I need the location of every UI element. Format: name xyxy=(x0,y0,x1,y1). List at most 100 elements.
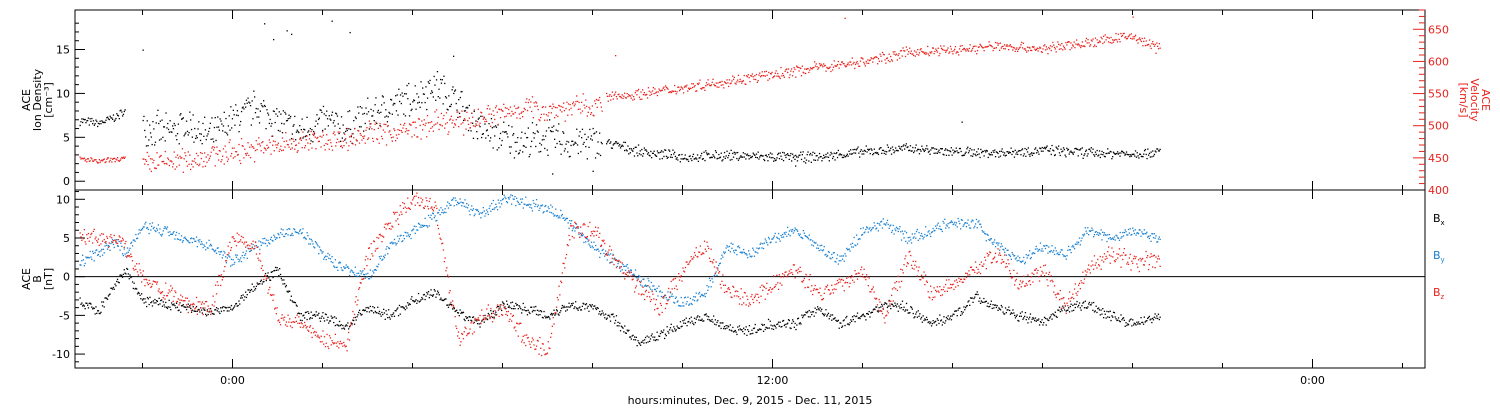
bx-points-point xyxy=(398,304,401,307)
velocity-points-point xyxy=(1015,48,1017,50)
by-points-point xyxy=(794,227,796,229)
velocity-points-point xyxy=(339,131,341,133)
bx-points-point xyxy=(319,320,322,322)
density-points-point xyxy=(755,153,758,155)
velocity-points-point xyxy=(861,57,863,59)
velocity-points-point xyxy=(1094,37,1097,39)
velocity-points-point xyxy=(803,72,805,74)
velocity-points-point xyxy=(444,123,447,125)
bx-points-point xyxy=(862,313,864,315)
bx-points-point xyxy=(239,303,241,305)
bx-points-point xyxy=(216,310,218,312)
bx-points-point xyxy=(638,342,640,344)
bx-points-point xyxy=(454,310,456,313)
velocity-points-point xyxy=(947,47,949,49)
velocity-points-point xyxy=(719,81,722,83)
by-points-point xyxy=(82,259,85,261)
by-points-point xyxy=(169,231,171,233)
by-points-point xyxy=(104,245,106,247)
bx-points-point xyxy=(1128,320,1130,322)
by-points-point xyxy=(152,227,154,230)
bx-points-point xyxy=(384,318,386,320)
by-points-point xyxy=(94,252,96,254)
velocity-points-point xyxy=(474,125,476,128)
by-points-point xyxy=(409,234,411,236)
bx-points-point xyxy=(202,307,204,309)
bx-points-point xyxy=(719,322,721,324)
bx-points-point xyxy=(195,305,198,308)
velocity-points-point xyxy=(586,115,588,117)
by-points-point xyxy=(660,295,662,298)
velocity-points-point xyxy=(430,127,432,129)
bx-points-point xyxy=(562,306,564,309)
velocity-points-point xyxy=(502,110,504,112)
by-points-point xyxy=(329,258,332,260)
velocity-points-point xyxy=(936,49,938,52)
density-points-point xyxy=(653,150,655,152)
velocity-points-point xyxy=(222,148,225,150)
density-points-point xyxy=(799,154,801,156)
velocity-points-point xyxy=(490,113,493,115)
bx-points-point xyxy=(281,279,283,281)
velocity-points-point xyxy=(857,63,859,65)
density-points-point xyxy=(256,116,258,118)
density-points-point xyxy=(559,143,561,145)
by-points-point xyxy=(688,304,690,306)
by-points-point xyxy=(245,250,248,252)
velocity-points-point xyxy=(913,50,916,52)
by-points-point xyxy=(97,254,99,256)
bx-points-point xyxy=(1035,320,1037,322)
velocity-points-point xyxy=(560,105,562,108)
by-points-point xyxy=(275,237,277,239)
velocity-points-point xyxy=(549,105,551,108)
velocity-points-point xyxy=(624,92,626,94)
density-points-point xyxy=(276,115,279,117)
density-points-point xyxy=(637,155,639,157)
by-points-point xyxy=(102,248,105,250)
velocity-points-point xyxy=(738,81,740,83)
bx-points-point xyxy=(317,314,319,316)
by-points-point xyxy=(458,202,460,204)
by-points-point xyxy=(143,226,145,228)
density-points-point xyxy=(740,155,742,157)
by-points-point xyxy=(134,240,136,242)
velocity-points-point xyxy=(734,82,736,84)
velocity-points-point xyxy=(795,76,797,78)
bx-points-point xyxy=(437,290,439,292)
density-points-point xyxy=(628,153,630,155)
by-points-point xyxy=(206,247,208,249)
density-points-point xyxy=(1062,150,1064,152)
bx-points-point xyxy=(397,307,399,309)
density-points-point xyxy=(489,140,491,142)
density-points-point xyxy=(290,115,292,118)
by-points-point xyxy=(586,238,588,240)
density-points-point xyxy=(741,156,744,158)
velocity-points-point xyxy=(85,158,87,161)
velocity-points-point xyxy=(897,54,899,57)
velocity-points-point xyxy=(422,123,425,126)
bx-points-point xyxy=(571,304,573,306)
density-points-point xyxy=(635,146,637,148)
by-points-point xyxy=(679,305,682,307)
density-points-point xyxy=(1096,149,1098,152)
by-points-point xyxy=(678,305,681,307)
bx-points-point xyxy=(194,310,196,312)
bx-points-point xyxy=(631,335,633,337)
velocity-points-point xyxy=(926,52,928,54)
velocity-points-point xyxy=(832,66,835,68)
by-points-point xyxy=(376,265,378,267)
bx-points-point xyxy=(580,309,582,311)
by-points-point xyxy=(464,199,466,201)
density-points-point xyxy=(768,154,770,156)
velocity-points-point xyxy=(971,49,973,51)
bx-points-point xyxy=(979,297,981,299)
velocity-points-point xyxy=(783,76,785,78)
by-points-point xyxy=(528,203,530,205)
by-points-point xyxy=(189,242,191,244)
by-points-point xyxy=(506,202,509,204)
by-points-point xyxy=(512,198,514,200)
velocity-points-point xyxy=(431,126,434,128)
velocity-points-point xyxy=(390,137,393,139)
density-points-point xyxy=(933,152,935,154)
velocity-points-point xyxy=(674,84,676,87)
